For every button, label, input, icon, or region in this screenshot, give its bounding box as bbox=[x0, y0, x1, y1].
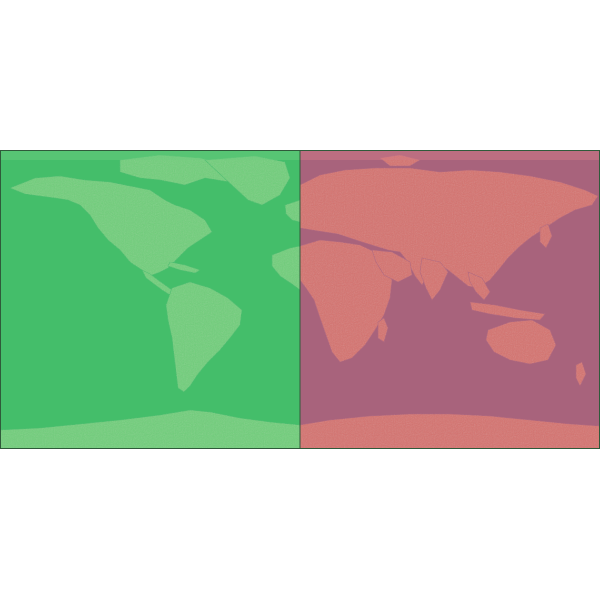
west-africa-edge bbox=[271, 245, 300, 291]
antarctica-west bbox=[0, 409, 300, 449]
arabian-peninsula bbox=[371, 249, 413, 283]
indian-subcontinent bbox=[419, 257, 449, 301]
eurasia bbox=[300, 167, 599, 289]
southeast-asia bbox=[467, 271, 491, 301]
antarctica-east bbox=[300, 413, 600, 449]
eastern-landmasses bbox=[300, 154, 600, 449]
greenland bbox=[204, 155, 291, 206]
africa bbox=[300, 239, 393, 363]
western-landmasses bbox=[0, 154, 300, 449]
australia bbox=[485, 319, 557, 365]
south-america bbox=[165, 281, 243, 393]
arctic-islands-east bbox=[379, 154, 421, 167]
madagascar bbox=[377, 317, 389, 343]
north-polar-band-east bbox=[300, 150, 600, 160]
indonesia bbox=[469, 301, 546, 321]
japan bbox=[539, 223, 553, 249]
caribbean-islands bbox=[167, 261, 201, 274]
new-zealand bbox=[575, 361, 587, 387]
iberia-edge bbox=[284, 199, 300, 223]
north-polar-band-west bbox=[0, 150, 300, 160]
